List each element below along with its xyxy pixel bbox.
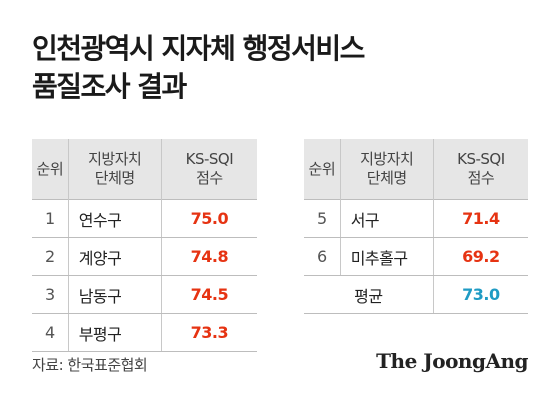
title-line-1: 인천광역시 지자체 행정서비스 <box>32 32 365 65</box>
header-score-text: KS-SQI 점수 <box>185 150 234 187</box>
header-name-text: 지방자치 단체명 <box>88 150 142 187</box>
table-row: 4 부평구 73.3 <box>32 313 257 352</box>
row-rank: 2 <box>32 237 69 276</box>
title-line-2: 품질조사 결과 <box>32 70 187 103</box>
row-name: 부평구 <box>67 313 162 352</box>
row-name: 남동구 <box>67 275 162 314</box>
table-row: 5 서구 71.4 <box>304 199 528 238</box>
row-rank: 5 <box>304 199 341 238</box>
header-score-text: KS-SQI 점수 <box>457 150 505 187</box>
average-label: 평균 <box>304 275 434 314</box>
row-rank: 4 <box>32 313 69 352</box>
row-score: 69.2 <box>432 237 528 276</box>
source-note: 자료: 한국표준협회 <box>32 356 148 374</box>
table-row: 1 연수구 75.0 <box>32 199 257 238</box>
header-score: KS-SQI 점수 <box>160 139 257 200</box>
table-header-row: 순위 지방자치 단체명 KS-SQI 점수 <box>304 139 528 200</box>
row-score: 75.0 <box>160 199 257 238</box>
ranking-table-left: 순위 지방자치 단체명 KS-SQI 점수 1 연수구 75.0 2 계양구 7… <box>32 139 257 352</box>
row-score: 73.3 <box>160 313 257 352</box>
page-title: 인천광역시 지자체 행정서비스 품질조사 결과 <box>32 30 532 106</box>
row-score: 71.4 <box>432 199 528 238</box>
header-name-text: 지방자치 단체명 <box>360 150 414 187</box>
row-rank: 1 <box>32 199 69 238</box>
average-row: 평균 73.0 <box>304 275 528 314</box>
table-header-row: 순위 지방자치 단체명 KS-SQI 점수 <box>32 139 257 200</box>
row-rank: 6 <box>304 237 341 276</box>
table-row: 2 계양구 74.8 <box>32 237 257 276</box>
row-rank: 3 <box>32 275 69 314</box>
average-score: 73.0 <box>432 275 528 314</box>
publisher-logo: The JoongAng <box>376 349 528 373</box>
header-name: 지방자치 단체명 <box>67 139 162 200</box>
row-score: 74.8 <box>160 237 257 276</box>
row-name: 계양구 <box>67 237 162 276</box>
table-row: 3 남동구 74.5 <box>32 275 257 314</box>
header-score: KS-SQI 점수 <box>432 139 528 200</box>
header-name: 지방자치 단체명 <box>339 139 434 200</box>
header-rank: 순위 <box>36 159 64 178</box>
row-name: 연수구 <box>67 199 162 238</box>
header-rank: 순위 <box>308 159 336 178</box>
table-row: 6 미추홀구 69.2 <box>304 237 528 276</box>
row-score: 74.5 <box>160 275 257 314</box>
row-name: 서구 <box>339 199 434 238</box>
ranking-table-right: 순위 지방자치 단체명 KS-SQI 점수 5 서구 71.4 6 미추홀구 6… <box>304 139 528 314</box>
row-name: 미추홀구 <box>339 237 434 276</box>
